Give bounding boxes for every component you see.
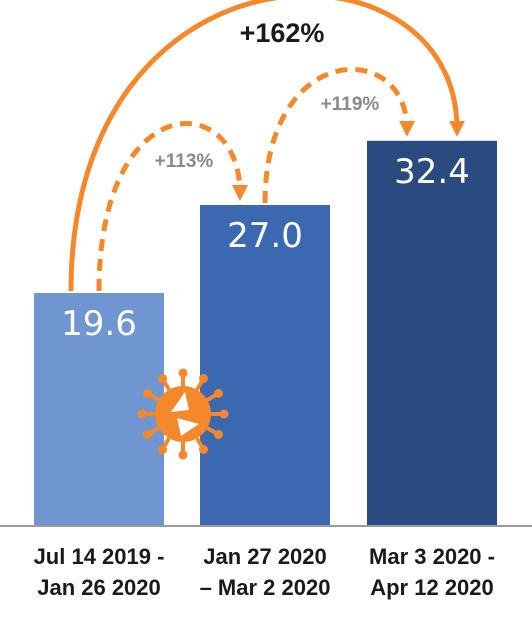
- virus-spike-tip: [137, 409, 147, 419]
- bar-value-label: 19.6: [61, 304, 137, 344]
- category-label: Apr 12 2020: [370, 575, 494, 600]
- category-label: Jul 14 2019 -: [34, 544, 165, 569]
- virus-spike: [149, 393, 160, 402]
- virus-spike-tip: [214, 389, 224, 398]
- virus-body: [155, 386, 211, 442]
- virus-spike: [162, 380, 171, 391]
- virus-spike: [162, 437, 171, 448]
- bar-1: [34, 292, 164, 526]
- bars: 19.6 27.0 32.4: [34, 140, 497, 527]
- virus-spike-tip: [178, 450, 188, 460]
- arrow-162: [68, 0, 465, 291]
- change-label: +119%: [321, 94, 380, 115]
- virus-glyph: [171, 392, 189, 412]
- bar-2: [200, 205, 330, 526]
- change-label: +162%: [240, 18, 325, 48]
- category-label: Jan 26 2020: [37, 575, 161, 600]
- category-labels: Jul 14 2019 - Jan 26 2020 Jan 27 2020 – Mar…: [34, 544, 495, 600]
- virus-spike-tip: [158, 445, 167, 455]
- virus-spike-tip: [178, 368, 188, 378]
- virus-spike-tip: [219, 409, 229, 419]
- category-label: Mar 3 2020 -: [369, 544, 495, 569]
- bar-3: [367, 140, 497, 527]
- change-label: +113%: [155, 151, 214, 172]
- category-label: – Mar 2 2020: [200, 575, 331, 600]
- arrow-113: [96, 121, 248, 291]
- virus-spike-tip: [142, 430, 152, 439]
- virus-glyph: [177, 418, 199, 436]
- virus-spike: [195, 437, 204, 448]
- virus-spike: [149, 426, 160, 435]
- virus-spike-tip: [199, 373, 208, 383]
- virus-spike-tip: [214, 430, 224, 439]
- virus-icon: [137, 368, 229, 460]
- bar-value-label: 27.0: [227, 216, 303, 256]
- arrow-119: [262, 67, 415, 204]
- virus-spike-tip: [142, 389, 152, 398]
- virus-spike-tip: [199, 445, 208, 455]
- virus-spike: [206, 393, 217, 402]
- virus-spike: [195, 380, 204, 391]
- category-label: Jan 27 2020: [203, 544, 327, 569]
- change-arrows: +113% +119% +162%: [68, 0, 465, 291]
- bar-value-label: 32.4: [394, 152, 470, 192]
- virus-spike-tip: [158, 373, 167, 383]
- virus-spike: [206, 426, 217, 435]
